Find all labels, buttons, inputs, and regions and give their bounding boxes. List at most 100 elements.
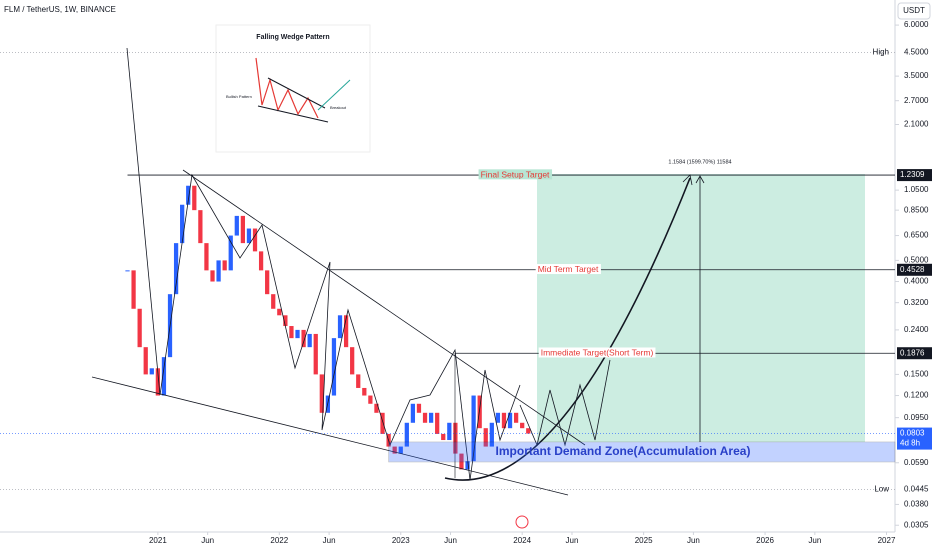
candle: [459, 453, 464, 470]
candle: [507, 412, 513, 429]
candle: [319, 374, 324, 413]
y-tick-label: 1.0500: [904, 185, 929, 194]
target-name-bg: [535, 264, 601, 275]
currency-box: [897, 2, 931, 20]
x-tick-label: Jun: [444, 536, 457, 545]
target-name: Mid Term Target: [538, 264, 599, 274]
inset-right: Breakout: [330, 105, 347, 110]
inset-title: Falling Wedge Pattern: [256, 34, 329, 41]
candle: [410, 403, 416, 423]
target-name: Immediate Target(Short Term): [541, 347, 654, 357]
candle: [356, 374, 361, 388]
candle: [471, 395, 476, 462]
candle: [234, 215, 239, 236]
candle: [216, 260, 221, 282]
candle: [331, 338, 337, 396]
candle: [501, 412, 507, 429]
symbol-title: FLM / TetherUS, 1W, BINANCE: [4, 5, 116, 14]
inset-box: [215, 24, 371, 153]
x-tick-label: Jun: [201, 536, 214, 545]
candle: [441, 433, 446, 441]
y-tick-label: 0.3200: [904, 298, 929, 307]
y-tick-label: 0.0305: [904, 520, 929, 529]
level-badge: [897, 347, 932, 360]
y-tick-label: 0.6500: [904, 231, 929, 240]
inset: Falling Wedge Pattern Bullish Pattern Br…: [215, 24, 371, 153]
x-tick-label: Jun: [566, 536, 579, 545]
candle: [520, 422, 525, 429]
y-tick-label: 0.0590: [904, 458, 929, 467]
candle: [204, 243, 209, 271]
y-tick-label: 3.5000: [904, 71, 929, 80]
candle: [398, 446, 403, 454]
last-price-badge: [897, 427, 932, 450]
candle: [289, 326, 294, 339]
candle: [350, 347, 355, 375]
inset-left: Bullish Pattern: [226, 94, 252, 99]
candle: [143, 347, 148, 375]
y-tick-label: 0.0380: [904, 500, 929, 509]
target-name-bg: [538, 347, 656, 358]
candle: [307, 333, 312, 348]
candle: [374, 403, 379, 413]
candle: [368, 395, 373, 404]
candle: [283, 315, 288, 327]
candle: [161, 357, 167, 396]
inset-upper: [267, 77, 326, 109]
demand-zone-label: Important Demand Zone(Accumulation Area): [496, 444, 751, 458]
level-badge: [897, 263, 932, 276]
inset-arrow: [317, 79, 351, 111]
upper-trendline: [182, 169, 586, 446]
candle: [198, 210, 203, 244]
candle: [428, 412, 434, 423]
candle: [155, 368, 160, 396]
x-tick-label: 2025: [635, 536, 653, 545]
y-tick-label: 0.1500: [904, 370, 929, 379]
candle: [186, 185, 191, 205]
low-name: Low: [874, 485, 889, 494]
projection-curve: [444, 177, 691, 481]
candle: [416, 403, 422, 413]
candle: [513, 412, 519, 423]
countdown: 4d 8h: [900, 439, 920, 448]
target-name: Final Setup Target: [481, 169, 550, 179]
level-label: 1.2309: [900, 170, 925, 179]
y-tick-label: 2.1000: [904, 120, 929, 129]
candle: [252, 228, 258, 252]
high-name: High: [873, 47, 889, 56]
candle: [131, 270, 136, 309]
candle: [465, 461, 470, 470]
x-tick-label: Jun: [687, 536, 700, 545]
candle: [343, 315, 349, 348]
x-tick-label: Jun: [323, 536, 336, 545]
inset-wedge: [255, 57, 319, 119]
level-label: 0.1876: [900, 348, 925, 357]
level-badge: [897, 169, 932, 182]
level-label: 0.4528: [900, 265, 925, 274]
x-tick-label: 2023: [392, 536, 410, 545]
drawings: [91, 47, 705, 496]
candle: [483, 428, 488, 447]
x-tick-label: 2026: [756, 536, 774, 545]
demand-zone: [388, 441, 896, 463]
y-tick-label: 0.5000: [904, 256, 929, 265]
target-box: [537, 174, 865, 442]
x-tick-label: 2024: [513, 536, 531, 545]
candle: [435, 412, 440, 434]
candle: [210, 270, 215, 282]
candle: [228, 235, 233, 271]
candle: [180, 204, 185, 244]
y-tick-label: 0.0950: [904, 413, 929, 422]
y-tick-label: 0.1200: [904, 391, 929, 400]
candle: [271, 294, 276, 309]
candle: [240, 215, 246, 244]
candle: [265, 270, 270, 295]
y-tick-label: 0.4000: [904, 277, 929, 286]
candle: [380, 412, 385, 434]
candle: [422, 412, 428, 423]
y-tick-label: 6.0000: [904, 20, 929, 29]
currency: USDT: [903, 6, 925, 15]
high-label: 4.5000: [904, 47, 929, 56]
candle: [337, 315, 343, 339]
